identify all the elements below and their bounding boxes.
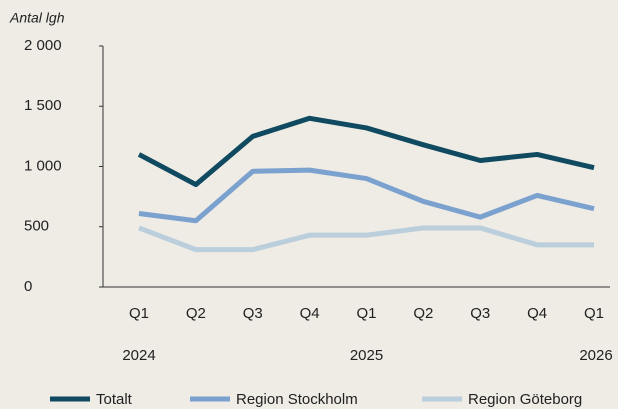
y-tick-label: 1 000 bbox=[24, 157, 62, 174]
line bbox=[138, 225, 594, 253]
x-group-label: 2026 bbox=[579, 347, 612, 364]
x-tick-label: Q1 bbox=[584, 305, 604, 322]
legend-label: Region Stockholm bbox=[236, 391, 358, 408]
x-tick-label: Q2 bbox=[413, 305, 433, 322]
y-tick-label: 1 500 bbox=[24, 97, 62, 114]
y-tick-label: 2 000 bbox=[24, 37, 62, 54]
line bbox=[138, 167, 595, 224]
y-axis-label: Antal lgh bbox=[9, 10, 65, 26]
x-tick-label: Q3 bbox=[243, 305, 263, 322]
x-tick-label: Q4 bbox=[527, 305, 547, 322]
x-tick-label: Q2 bbox=[186, 305, 206, 322]
x-tick-label: Q1 bbox=[356, 305, 376, 322]
y-tick-label: 0 bbox=[24, 278, 32, 295]
x-tick-label: Q4 bbox=[300, 305, 320, 322]
x-group-label: 2025 bbox=[350, 347, 383, 364]
y-tick-label: 500 bbox=[24, 218, 49, 235]
x-tick-label: Q3 bbox=[470, 305, 490, 322]
legend-label: Totalt bbox=[96, 391, 133, 408]
legend-label: Region Göteborg bbox=[468, 391, 582, 408]
x-tick-label: Q1 bbox=[129, 305, 149, 322]
x-group-label: 2024 bbox=[122, 347, 155, 364]
line bbox=[137, 115, 595, 188]
